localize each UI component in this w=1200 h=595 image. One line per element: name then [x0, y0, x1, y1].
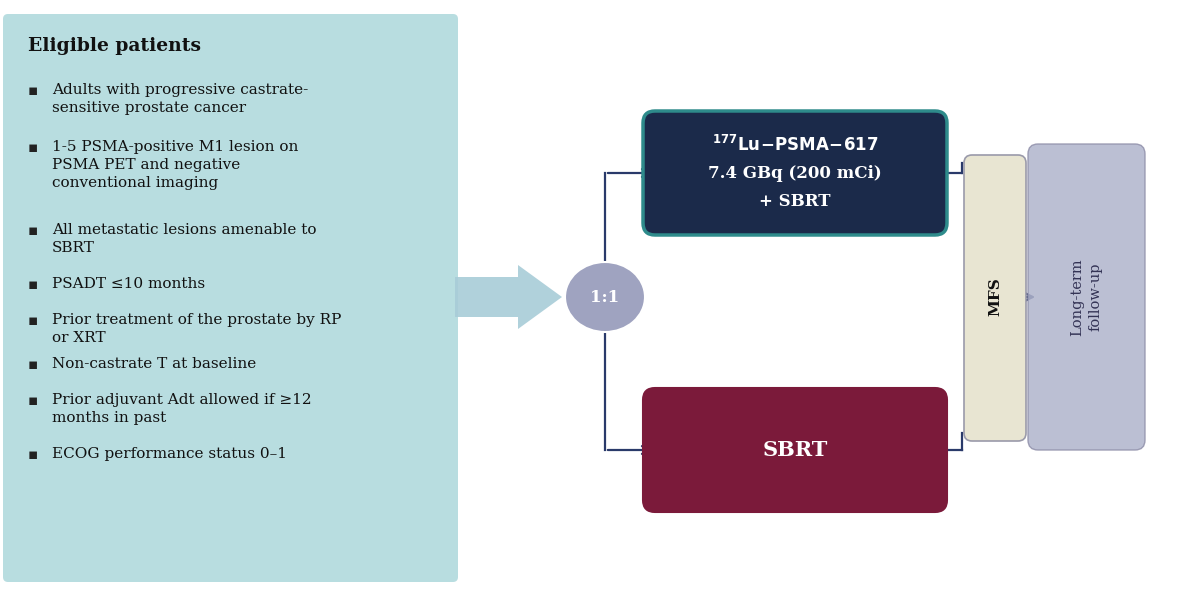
- Polygon shape: [455, 277, 518, 317]
- Text: ▪: ▪: [28, 357, 38, 372]
- Text: ▪: ▪: [28, 393, 38, 408]
- Text: ECOG performance status 0–1: ECOG performance status 0–1: [52, 447, 287, 461]
- Text: ▪: ▪: [28, 447, 38, 462]
- Text: ▪: ▪: [28, 223, 38, 238]
- Text: ▪: ▪: [28, 277, 38, 292]
- Text: MFS: MFS: [988, 278, 1002, 317]
- Text: All metastatic lesions amenable to
SBRT: All metastatic lesions amenable to SBRT: [52, 223, 317, 255]
- Text: Non-castrate T at baseline: Non-castrate T at baseline: [52, 357, 257, 371]
- Text: 1-5 PSMA-positive M1 lesion on
PSMA PET and negative
conventional imaging: 1-5 PSMA-positive M1 lesion on PSMA PET …: [52, 140, 299, 190]
- Text: $\mathbf{^{177}}$$\mathbf{Lu\!-\!PSMA\!-\!617}$: $\mathbf{^{177}}$$\mathbf{Lu\!-\!PSMA\!-…: [712, 135, 878, 155]
- Text: + SBRT: + SBRT: [760, 193, 830, 209]
- Text: Long-term
follow-up: Long-term follow-up: [1070, 258, 1103, 336]
- Text: Adults with progressive castrate-
sensitive prostate cancer: Adults with progressive castrate- sensit…: [52, 83, 308, 115]
- Text: Prior treatment of the prostate by RP
or XRT: Prior treatment of the prostate by RP or…: [52, 313, 341, 345]
- Polygon shape: [518, 265, 562, 329]
- Text: ▪: ▪: [28, 140, 38, 155]
- FancyBboxPatch shape: [1028, 144, 1145, 450]
- Text: 7.4 GBq (200 mCi): 7.4 GBq (200 mCi): [708, 164, 882, 181]
- Text: Eligible patients: Eligible patients: [28, 37, 202, 55]
- FancyBboxPatch shape: [643, 111, 947, 235]
- FancyBboxPatch shape: [643, 388, 947, 512]
- Text: SBRT: SBRT: [762, 440, 828, 460]
- Text: Prior adjuvant Adt allowed if ≥12
months in past: Prior adjuvant Adt allowed if ≥12 months…: [52, 393, 312, 425]
- Text: ▪: ▪: [28, 313, 38, 328]
- FancyBboxPatch shape: [964, 155, 1026, 441]
- Text: PSADT ≤10 months: PSADT ≤10 months: [52, 277, 205, 291]
- FancyBboxPatch shape: [2, 14, 458, 582]
- Text: 1:1: 1:1: [590, 289, 619, 305]
- Text: ▪: ▪: [28, 83, 38, 98]
- Ellipse shape: [565, 262, 646, 332]
